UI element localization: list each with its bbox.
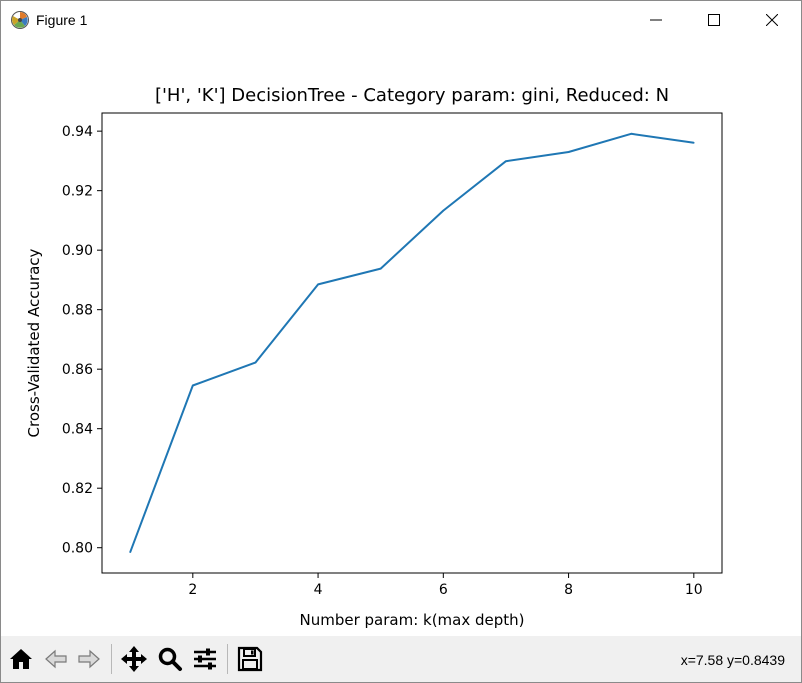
window-title: Figure 1 — [36, 12, 88, 28]
data-point — [630, 133, 632, 135]
data-point — [442, 209, 445, 212]
x-tick-label: 8 — [564, 582, 573, 598]
data-point — [317, 283, 319, 286]
x-tick-label: 2 — [188, 582, 197, 598]
close-icon — [766, 14, 778, 26]
magnifier-icon — [158, 647, 182, 671]
axes-frame — [101, 112, 723, 574]
y-tick-label: 0.90 — [62, 243, 93, 259]
maximize-button[interactable] — [685, 1, 743, 39]
y-axis-label: Cross-Validated Accuracy — [25, 248, 43, 437]
y-tick-label: 0.88 — [62, 303, 93, 319]
y-tick-label: 0.82 — [62, 481, 93, 497]
matplotlib-icon — [11, 11, 29, 29]
series-line — [129, 132, 694, 553]
minimize-button[interactable] — [627, 1, 685, 39]
close-button[interactable] — [743, 1, 801, 39]
y-tick-label: 0.92 — [62, 184, 93, 200]
home-icon — [10, 649, 32, 669]
cursor-coordinates: x=7.58 y=0.8439 — [680, 652, 785, 668]
data-point — [379, 267, 382, 270]
line-chart: 2 4 6 8 10 0.800.820.840.860.880.900.920.94 … — [25, 85, 723, 629]
x-tick-label: 6 — [439, 582, 448, 598]
arrow-right-icon — [78, 649, 100, 669]
toolbar-separator — [227, 644, 228, 674]
back-button[interactable] — [41, 644, 71, 674]
navigation-toolbar: x=7.58 y=0.8439 — [1, 636, 801, 682]
data-point — [192, 384, 194, 387]
zoom-button[interactable] — [155, 644, 185, 674]
data-point — [129, 551, 131, 553]
sliders-icon — [194, 648, 216, 670]
save-button[interactable] — [235, 644, 265, 674]
floppy-disk-icon — [237, 646, 263, 672]
figure-canvas[interactable]: 2 4 6 8 10 0.80 0.82 0.84 0.86 0.88 0.90 0.92 0.94 … — [1, 39, 801, 636]
toolbar-separator — [111, 644, 112, 674]
chart-title: ['H', 'K'] DecisionTree - Category param… — [155, 85, 669, 106]
data-point — [693, 142, 695, 144]
x-tick-label: 4 — [314, 582, 323, 598]
data-point — [505, 160, 507, 162]
forward-button[interactable] — [74, 644, 104, 674]
pan-button[interactable] — [119, 644, 149, 674]
data-point — [567, 151, 570, 153]
title-bar[interactable]: Figure 1 — [1, 1, 801, 39]
axes-background — [102, 113, 722, 573]
y-tick-label: 0.80 — [62, 541, 93, 557]
arrow-left-icon — [45, 649, 67, 669]
move-icon — [121, 646, 147, 672]
configure-subplots-button[interactable] — [190, 644, 220, 674]
home-button[interactable] — [6, 644, 36, 674]
y-tick-label: 0.86 — [62, 362, 93, 378]
minimize-icon — [650, 19, 662, 21]
maximize-icon — [708, 14, 720, 26]
x-axis-label: Number param: k(max depth) — [299, 611, 524, 629]
y-tick-label: 0.94 — [62, 124, 93, 140]
x-tick-label: 10 — [685, 582, 703, 598]
data-point — [254, 361, 257, 364]
y-tick-label: 0.84 — [62, 422, 93, 438]
